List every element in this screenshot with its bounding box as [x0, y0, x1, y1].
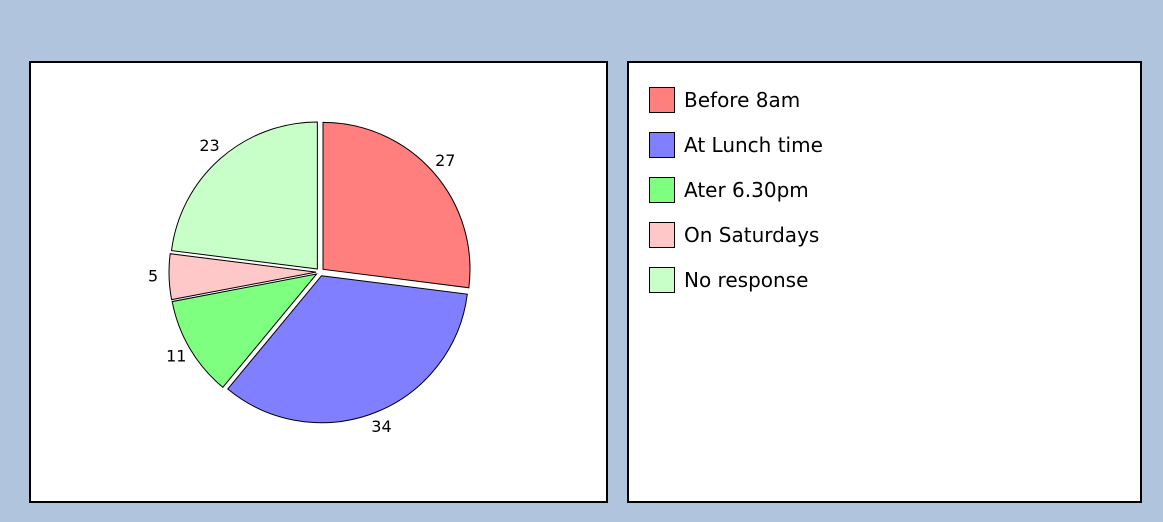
legend-item: On Saturdays — [649, 220, 819, 250]
data-label: 27 — [435, 151, 455, 170]
legend-swatch — [649, 87, 675, 113]
legend-label: Ater 6.30pm — [684, 178, 809, 202]
legend-label: On Saturdays — [684, 223, 820, 247]
data-label: 23 — [199, 136, 219, 155]
legend-item: Before 8am — [649, 85, 800, 115]
chart-panel: 27 34 11 5 23 — [29, 61, 608, 503]
pie-slice — [322, 121, 471, 289]
pie-slice — [170, 121, 318, 270]
legend-swatch — [649, 267, 675, 293]
legend-item: At Lunch time — [649, 130, 823, 160]
chart: 27 34 11 5 23 — [148, 121, 471, 436]
pie-slice — [227, 275, 468, 424]
legend-item: No response — [649, 265, 808, 295]
data-label: 11 — [166, 347, 186, 366]
legend-item: Ater 6.30pm — [649, 175, 809, 205]
legend-swatch — [649, 177, 675, 203]
legend-label: Before 8am — [684, 88, 801, 112]
data-label: 5 — [148, 267, 158, 286]
legend-label: At Lunch time — [684, 133, 823, 157]
legend-swatch — [649, 132, 675, 158]
pie-slice — [171, 273, 318, 389]
pie-slice — [168, 253, 317, 301]
data-label: 34 — [371, 417, 391, 436]
legend-label: No response — [684, 268, 809, 292]
legend-swatch — [649, 222, 675, 248]
legend-panel: Before 8am At Lunch time Ater 6.30pm On Sat… — [627, 61, 1142, 503]
